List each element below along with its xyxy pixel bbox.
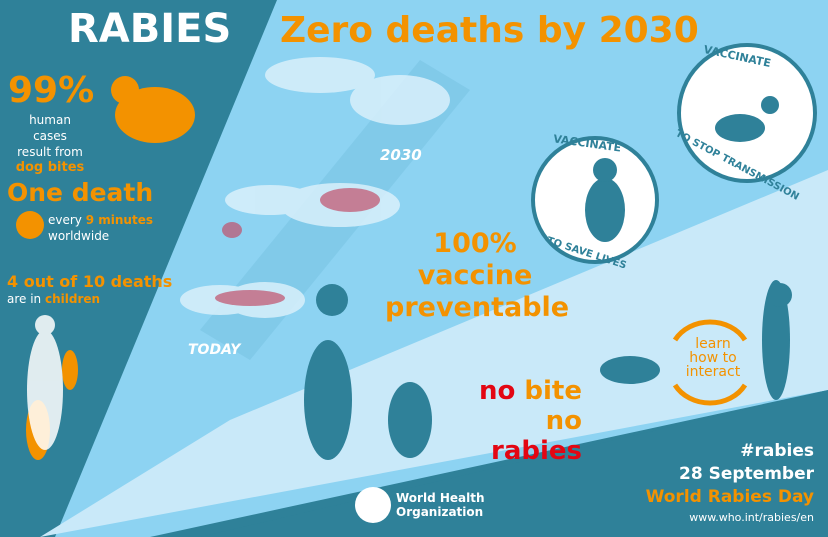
stat-99-text: human cases result from dog bites [12, 112, 88, 176]
hashtag: #rabies [740, 441, 814, 461]
text: children [45, 292, 101, 306]
stat-children: 4 out of 10 deaths [7, 272, 173, 291]
text: no [545, 406, 582, 436]
stat-one-death: One death [7, 178, 154, 207]
text: 100% [433, 228, 517, 259]
vaccinate-stop-badge [677, 43, 817, 183]
stat-line: dog bites [15, 160, 85, 175]
text: Organization [396, 505, 484, 519]
text: World Health [396, 491, 485, 505]
who-emblem-icon [355, 487, 391, 523]
event-name: World Rabies Day [645, 487, 814, 507]
text: 9 minutes [85, 213, 153, 227]
stat-death-text: every 9 minutes worldwide [48, 212, 153, 244]
no-bite-slogan: no bite no rabies [460, 376, 582, 466]
text: bite [524, 376, 582, 406]
text: are in [7, 292, 42, 306]
event-date: 28 September [679, 464, 814, 484]
text: learn [695, 336, 731, 352]
stat-line: human cases [29, 113, 71, 143]
text: vaccine [417, 260, 533, 291]
text: worldwide [48, 229, 110, 243]
orange-illustrations [16, 76, 195, 460]
text: interact [685, 364, 741, 380]
map-label-2030: 2030 [380, 146, 422, 164]
family-silhouette [27, 315, 63, 450]
silhouettes [304, 96, 792, 460]
text: every [48, 213, 82, 227]
rabies-hotspots [215, 188, 380, 306]
interact-arrows [672, 319, 748, 406]
text: rabies [491, 436, 582, 466]
stat-children-text: are in children [7, 292, 100, 306]
text: no [478, 376, 516, 406]
footer-info: #rabies 28 September World Rabies Day [646, 440, 814, 509]
who-name: World Health Organization [396, 491, 485, 519]
pale-blue-panel [40, 170, 828, 537]
page-title: RABIES [68, 6, 232, 52]
stat-line: result from [17, 145, 83, 159]
stat-99-pct: 99% [8, 70, 95, 111]
interact-text: learn how to interact [678, 337, 748, 379]
text: preventable [385, 292, 570, 323]
who-url[interactable]: www.who.int/rabies/en [689, 511, 814, 524]
text: how to [689, 350, 737, 366]
headline: Zero deaths by 2030 [280, 10, 699, 51]
preventable-text: 100% vaccine preventable [385, 228, 570, 324]
map-label-today: TODAY [188, 342, 241, 358]
